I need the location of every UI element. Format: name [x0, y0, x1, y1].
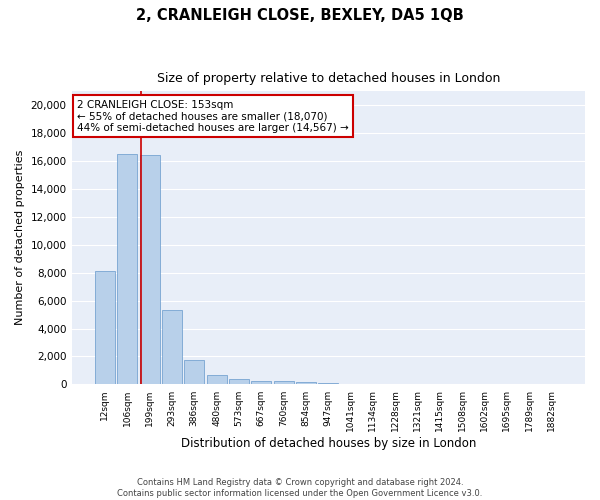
Text: Contains HM Land Registry data © Crown copyright and database right 2024.
Contai: Contains HM Land Registry data © Crown c…: [118, 478, 482, 498]
Bar: [117, 154, 137, 384]
Title: Size of property relative to detached houses in London: Size of property relative to detached ho…: [157, 72, 500, 86]
Text: 2 CRANLEIGH CLOSE: 153sqm
← 55% of detached houses are smaller (18,070)
44% of s: 2 CRANLEIGH CLOSE: 153sqm ← 55% of detac…: [77, 100, 349, 133]
Bar: [184, 360, 205, 384]
Text: 2, CRANLEIGH CLOSE, BEXLEY, DA5 1QB: 2, CRANLEIGH CLOSE, BEXLEY, DA5 1QB: [136, 8, 464, 22]
Bar: [140, 155, 160, 384]
Y-axis label: Number of detached properties: Number of detached properties: [15, 150, 25, 326]
Bar: [251, 380, 271, 384]
Bar: [95, 271, 115, 384]
Bar: [296, 382, 316, 384]
Bar: [318, 383, 338, 384]
Bar: [162, 310, 182, 384]
X-axis label: Distribution of detached houses by size in London: Distribution of detached houses by size …: [181, 437, 476, 450]
Bar: [206, 374, 227, 384]
Bar: [274, 381, 293, 384]
Bar: [229, 379, 249, 384]
